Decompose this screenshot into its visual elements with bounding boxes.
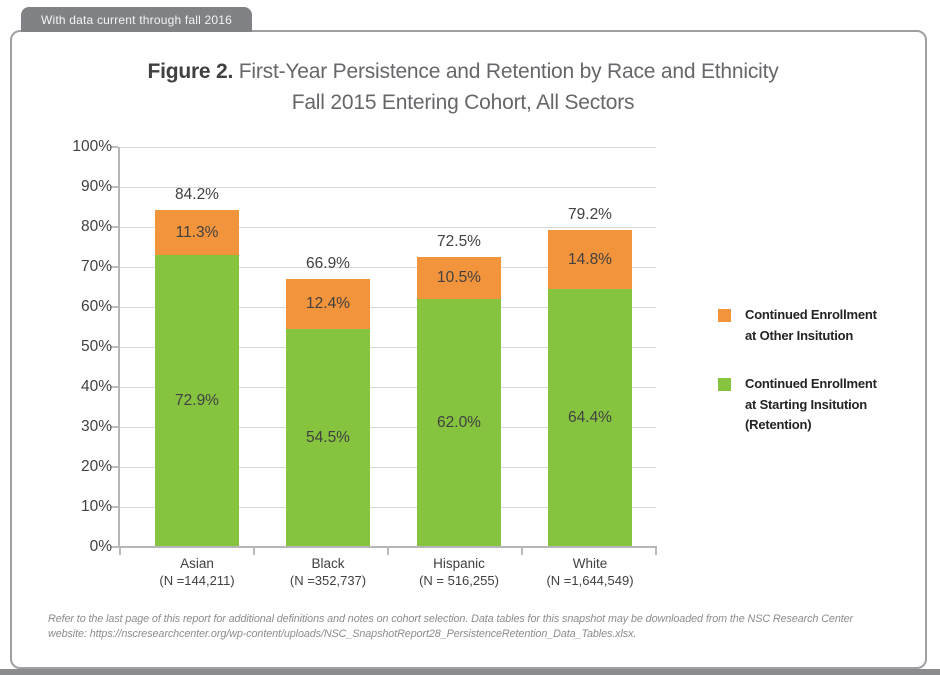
y-axis-tick bbox=[110, 506, 118, 508]
gridline bbox=[120, 466, 656, 468]
y-axis-tick bbox=[110, 386, 118, 388]
bar-segment-starting-institution bbox=[286, 329, 370, 547]
y-axis-tick-label: 20% bbox=[80, 458, 112, 475]
y-axis-tick bbox=[110, 306, 118, 308]
y-axis-tick-label: 60% bbox=[80, 298, 112, 315]
x-axis-tick bbox=[253, 548, 255, 555]
legend-label: Continued Enrollment at Starting Insituti… bbox=[745, 374, 918, 436]
x-axis-tick bbox=[655, 548, 657, 555]
bar-segment-starting-institution bbox=[548, 289, 632, 547]
y-axis-tick-label: 70% bbox=[80, 258, 112, 275]
bar-total-label: 66.9% bbox=[306, 255, 350, 273]
bar-other-value-label: 14.8% bbox=[568, 250, 612, 268]
y-axis-tick bbox=[110, 146, 118, 148]
figure-number-label: Figure 2. bbox=[147, 60, 234, 83]
gridline bbox=[120, 226, 656, 228]
data-currency-banner: With data current through fall 2016 bbox=[21, 7, 252, 32]
y-axis-tick-label: 40% bbox=[80, 378, 112, 395]
x-axis-category-label: Asian (N =144,211) bbox=[111, 555, 283, 589]
y-axis-tick-label: 80% bbox=[80, 218, 112, 235]
y-axis-tick-label: 10% bbox=[80, 498, 112, 515]
legend-label-line: (Retention) bbox=[745, 417, 812, 432]
gridline bbox=[120, 386, 656, 388]
bar-other-value-label: 10.5% bbox=[437, 269, 481, 286]
legend-label-line: Continued Enrollment bbox=[745, 376, 877, 391]
legend-label-line: at Other Insitution bbox=[745, 327, 854, 343]
y-axis-tick bbox=[110, 186, 118, 188]
y-axis-tick-label: 0% bbox=[89, 538, 112, 555]
bar-total-label: 79.2% bbox=[568, 206, 612, 224]
chart-title-line1: Figure 2. First-Year Persistence and Ret… bbox=[0, 56, 926, 87]
bar-other-value-label: 11.3% bbox=[175, 223, 219, 241]
footnote-line2: website: https://nscresearchcenter.org/w… bbox=[48, 628, 637, 640]
y-axis-tick bbox=[110, 226, 118, 228]
footnote: Refer to the last page of this report fo… bbox=[48, 612, 908, 642]
gridline bbox=[120, 146, 656, 148]
category-n-count: (N = 516,255) bbox=[419, 573, 499, 588]
bar-segment-other-institution bbox=[417, 257, 501, 299]
y-axis-tick bbox=[110, 266, 118, 268]
bar-starting-value-label: 62.0% bbox=[437, 414, 481, 431]
y-axis-tick bbox=[110, 346, 118, 348]
y-axis-tick bbox=[110, 546, 118, 548]
bar-segment-starting-institution bbox=[417, 299, 501, 547]
legend-label-line: Continued Enrollment bbox=[745, 307, 877, 322]
legend-swatch-icon bbox=[718, 378, 731, 391]
bar-starting-value-label: 64.4% bbox=[568, 409, 612, 427]
y-axis-tick-label: 90% bbox=[80, 178, 112, 195]
bar-total-label: 84.2% bbox=[175, 186, 219, 204]
legend-label-line: at Starting Insitution bbox=[745, 396, 867, 412]
y-axis-tick-label: 30% bbox=[80, 418, 112, 435]
y-axis-tick-label: 100% bbox=[72, 138, 112, 155]
x-axis-tick bbox=[119, 548, 121, 555]
legend-label: Continued Enrollment at Other Insitution bbox=[745, 305, 918, 346]
x-axis-category-label: Black (N =352,737) bbox=[242, 555, 414, 589]
y-axis-line bbox=[118, 147, 120, 548]
chart-title-line2: Fall 2015 Entering Cohort, All Sectors bbox=[291, 91, 635, 114]
bar-starting-value-label: 72.9% bbox=[175, 392, 219, 410]
gridline bbox=[120, 346, 656, 348]
gridline bbox=[120, 186, 656, 188]
bar-segment-starting-institution bbox=[155, 255, 239, 547]
legend-item-other-institution: Continued Enrollment at Other Insitution bbox=[718, 305, 918, 346]
x-axis-line bbox=[120, 546, 657, 548]
category-n-count: (N =144,211) bbox=[159, 573, 235, 588]
bar-segment-other-institution bbox=[548, 230, 632, 290]
category-name: Hispanic bbox=[433, 556, 485, 571]
x-axis-category-label: Hispanic (N = 516,255) bbox=[373, 555, 545, 589]
page-bottom-rule bbox=[0, 669, 940, 675]
legend-swatch-icon bbox=[718, 309, 731, 322]
gridline bbox=[120, 506, 656, 508]
category-name: White bbox=[572, 556, 608, 571]
y-axis-tick bbox=[110, 466, 118, 468]
bar-segment-other-institution bbox=[155, 210, 239, 256]
x-axis-category-label: White (N =1,644,549) bbox=[504, 555, 676, 589]
bar-total-label: 72.5% bbox=[437, 233, 481, 250]
category-name: Asian bbox=[180, 556, 214, 571]
gridline bbox=[120, 426, 656, 428]
category-n-count: (N =1,644,549) bbox=[546, 573, 634, 588]
category-name: Black bbox=[311, 556, 345, 571]
y-axis-tick-label: 50% bbox=[80, 338, 112, 355]
x-axis-tick bbox=[521, 548, 523, 555]
legend-item-starting-institution: Continued Enrollment at Starting Insituti… bbox=[718, 374, 918, 436]
bar-starting-value-label: 54.5% bbox=[306, 429, 350, 446]
y-axis-tick bbox=[110, 426, 118, 428]
bar-segment-other-institution bbox=[286, 279, 370, 329]
chart-title: Figure 2. First-Year Persistence and Ret… bbox=[0, 56, 926, 118]
title-line1-text: First-Year Persistence and Retention by … bbox=[233, 60, 779, 83]
bar-other-value-label: 12.4% bbox=[306, 295, 350, 313]
footnote-line1: Refer to the last page of this report fo… bbox=[48, 613, 854, 625]
gridline bbox=[120, 266, 656, 268]
category-n-count: (N =352,737) bbox=[289, 573, 367, 588]
gridline bbox=[120, 306, 656, 308]
plot-area: 0% 10% 20% 30% 40% 50% 60% 70% 80% 90% 100% 84.2% 11… bbox=[72, 138, 657, 588]
x-axis-tick bbox=[387, 548, 389, 555]
